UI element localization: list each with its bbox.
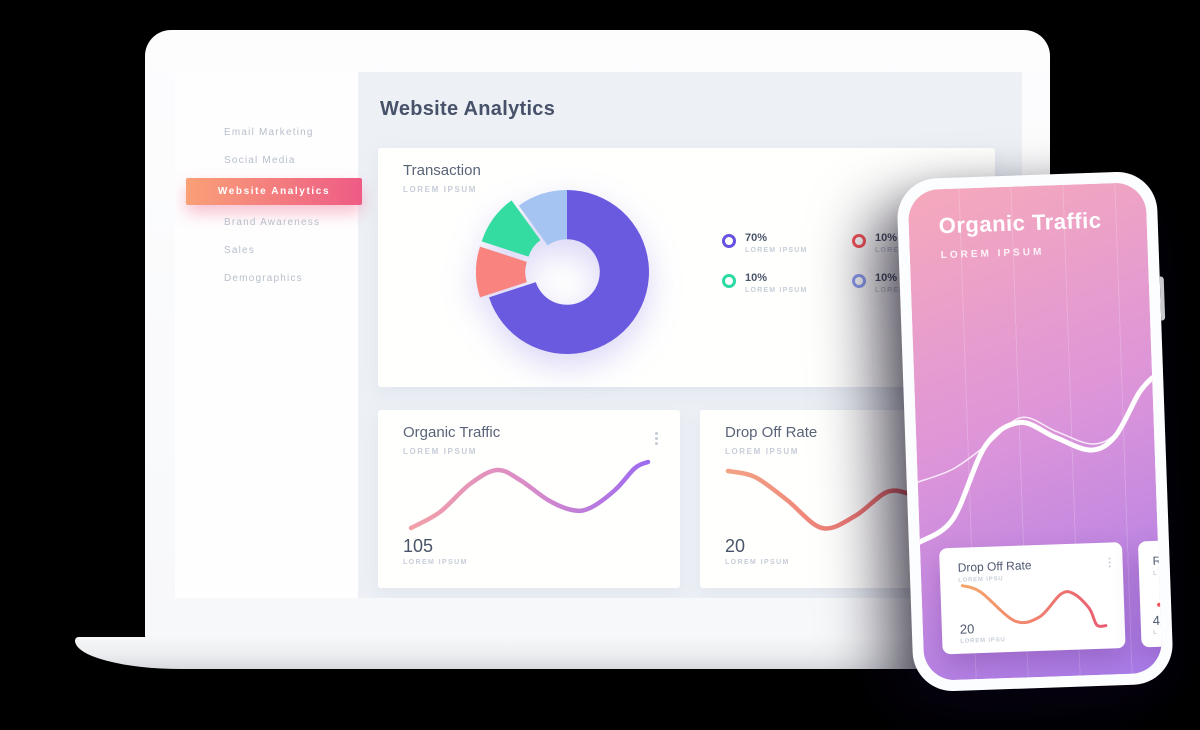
organic-card-title: Organic Traffic <box>403 424 501 441</box>
dropoff-card-value: 20 <box>725 536 746 556</box>
transaction-donut-chart <box>476 190 649 354</box>
legend-label: LOREM IPSUM <box>745 287 808 294</box>
legend-ring-icon <box>722 274 736 288</box>
phone-organic-traffic-line-chart <box>916 375 1155 545</box>
legend-value: 70% <box>745 232 768 244</box>
dropoff-card-title: Drop Off Rate <box>725 424 818 441</box>
phone-dropoff-value: 20 <box>959 621 975 637</box>
organic-traffic-line-chart <box>408 459 651 531</box>
sidebar-item-email-marketing[interactable]: Email Marketing <box>224 127 314 138</box>
sidebar-item-demographics[interactable]: Demographics <box>224 273 303 284</box>
organic-card-value: 105 <box>403 536 434 556</box>
phone-partial-value: 4 <box>1152 612 1161 629</box>
data-point-dot-icon <box>1157 602 1162 607</box>
dropoff-card-value-label: LOREM IPSUM <box>725 559 790 566</box>
legend-item: 10% LOREM IPSUM <box>722 272 852 294</box>
phone-partial-card: R L 4 L <box>1137 539 1163 648</box>
sidebar-item-social-media[interactable]: Social Media <box>224 155 296 166</box>
sidebar: Email Marketing Social Media Website Ana… <box>175 72 362 598</box>
phone-screen: Organic Traffic LOREM IPSUM Drop Off Rat… <box>907 181 1163 682</box>
phone-partial-value-label: L <box>1152 629 1157 636</box>
phone-drop-off-line-chart <box>960 584 1108 628</box>
page-title: Website Analytics <box>380 98 556 120</box>
legend-ring-icon <box>852 274 866 288</box>
legend-ring-icon <box>852 234 866 248</box>
phone-mockup: Organic Traffic LOREM IPSUM Drop Off Rat… <box>896 170 1174 693</box>
phone-partial-subtitle: L <box>1152 570 1157 577</box>
donut-legend: 70% LOREM IPSUM 10% LOREM IPSUM 10% LORE… <box>722 232 938 294</box>
transaction-card-subtitle: LOREM IPSUM <box>403 185 478 194</box>
phone-drop-off-rate-card: Drop Off Rate LOREM IPSU 20 LOREM IPSU <box>939 542 1126 655</box>
kebab-menu-icon[interactable] <box>655 432 658 435</box>
legend-value: 10% <box>875 232 898 244</box>
laptop-screen: Email Marketing Social Media Website Ana… <box>175 72 1022 598</box>
sidebar-item-sales[interactable]: Sales <box>224 245 256 256</box>
organic-card-subtitle: LOREM IPSUM <box>403 447 478 456</box>
dropoff-card-subtitle: LOREM IPSUM <box>725 447 800 456</box>
phone-dropoff-value-label: LOREM IPSU <box>960 637 1006 645</box>
phone-side-button <box>1159 276 1166 321</box>
legend-item: 70% LOREM IPSUM <box>722 232 852 254</box>
legend-value: 10% <box>875 272 898 284</box>
organic-traffic-card: Organic Traffic LOREM IPSUM 105 LOREM IP… <box>378 410 680 588</box>
sidebar-item-website-analytics[interactable]: Website Analytics <box>186 178 362 205</box>
legend-value: 10% <box>745 272 768 284</box>
kebab-menu-icon[interactable] <box>1108 557 1111 560</box>
organic-card-value-label: LOREM IPSUM <box>403 559 468 566</box>
sidebar-item-brand-awareness[interactable]: Brand Awareness <box>224 217 321 228</box>
transaction-card-title: Transaction <box>403 162 481 179</box>
legend-label: LOREM IPSUM <box>745 247 808 254</box>
phone-dropoff-title: Drop Off Rate <box>957 558 1032 575</box>
phone-partial-title: R <box>1152 553 1162 568</box>
legend-ring-icon <box>722 234 736 248</box>
transaction-card: Transaction LOREM IPSUM 70% LOREM IPSUM … <box>378 148 995 387</box>
